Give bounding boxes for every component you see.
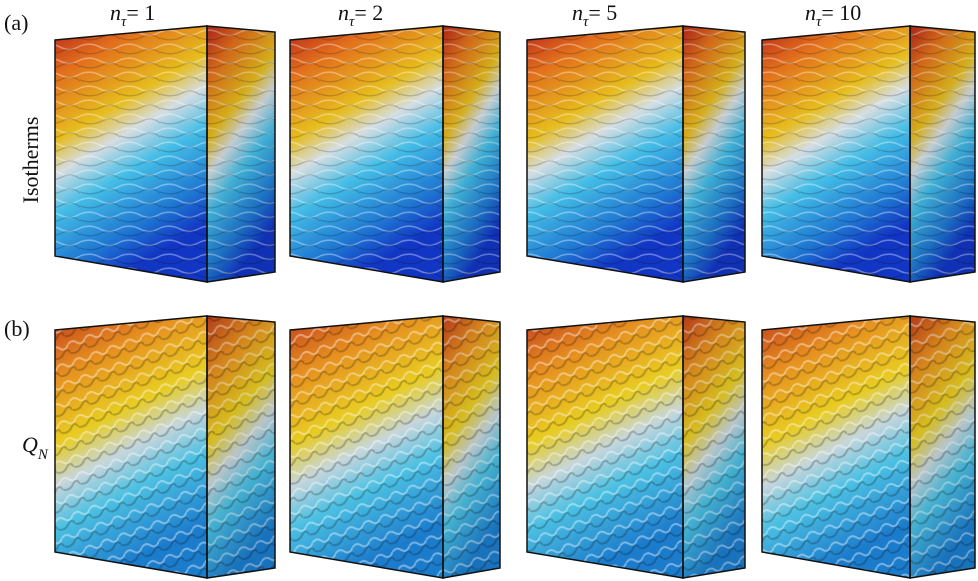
column-header: nτ= 5 [572,0,617,30]
column-headers: nτ= 1 nτ= 2 nτ= 5 nτ= 10 [110,0,861,30]
panel-label: (a) [4,10,28,35]
render-box [290,26,500,282]
column-header: nτ= 1 [110,0,155,30]
render-face [527,26,683,282]
column-header: nτ= 10 [805,0,861,30]
render-face [527,316,683,578]
column-header: nτ= 2 [338,0,383,30]
render-box [527,26,745,282]
equation: = 5 [588,0,617,25]
render-shade [910,316,975,578]
render-box [290,316,500,578]
row-title: Isotherms [18,117,43,204]
symbol: n [110,0,121,25]
equation: = 1 [126,0,155,25]
render-face [55,316,207,578]
render-shade [910,26,975,282]
equation: = 2 [354,0,383,25]
render-face [290,26,443,282]
render-shade [683,316,745,578]
render-shade [207,26,275,282]
symbol: Q [22,432,38,457]
render-face [762,316,910,578]
render-shade [443,316,500,578]
render-shade [207,316,275,578]
figure: (a) (b) Isotherms QN nτ= 1nτ= 2nτ= 5nτ= … [0,0,978,581]
row-title: QN [22,432,49,463]
render-box [55,316,275,578]
render-face [762,26,910,282]
render-box [762,316,975,578]
render-face [290,316,443,578]
render-face [55,26,207,282]
symbol: n [572,0,583,25]
render-box [762,26,975,282]
equation: = 10 [821,0,861,25]
panel-label: (b) [4,316,30,341]
renders [55,26,975,578]
render-box [55,26,275,282]
symbol: n [805,0,816,25]
symbol: n [338,0,349,25]
render-shade [443,26,500,282]
render-shade [683,26,745,282]
render-box [527,316,745,578]
subscript: N [37,447,49,463]
